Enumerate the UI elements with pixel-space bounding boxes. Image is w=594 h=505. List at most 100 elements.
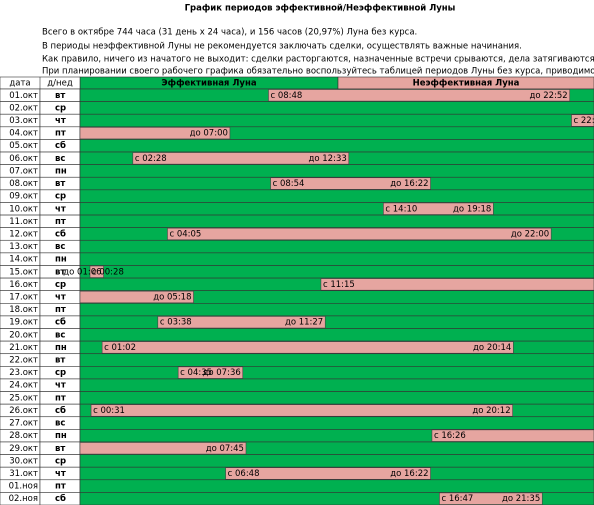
note: В периоды неэффективной Луны не рекоменд… (42, 42, 522, 52)
start-time: с 00:28 (92, 267, 124, 277)
effective-bar (79, 189, 594, 203)
ineffective-bar (383, 202, 494, 215)
note: Всего в октябре 744 часа (31 день х 24 ч… (42, 28, 417, 38)
date: 01.окт (9, 91, 38, 101)
weekday: вт (55, 179, 65, 189)
weekday: чт (55, 204, 66, 214)
weekday: вт (55, 444, 65, 454)
date: 23.окт (9, 368, 38, 378)
ineffective-bar (90, 404, 513, 417)
end-time: до 21:35 (502, 494, 540, 504)
start-time: с 14:10 (385, 204, 417, 214)
note: При планировании своего рабочего графика… (42, 67, 594, 77)
ineffective-bar (79, 290, 194, 304)
start-time: с 16:26 (434, 431, 466, 441)
weekday: пт (55, 482, 66, 492)
ineffective-bar (157, 316, 326, 329)
effective-bar (79, 378, 594, 392)
start-time: с 08:54 (273, 179, 305, 189)
weekday: сб (55, 228, 66, 239)
effective-bar (79, 113, 594, 128)
weekday: вт (55, 356, 65, 366)
ineffective-bar (270, 177, 431, 190)
weekday: пн (55, 255, 67, 265)
date: 21.окт (9, 343, 38, 353)
date: 26.окт (9, 406, 38, 416)
effective-bar (79, 353, 594, 367)
weekday: ср (55, 280, 66, 290)
weekday: пн (55, 166, 67, 176)
ineffective-bar (167, 227, 552, 241)
date: 14.окт (9, 255, 38, 265)
weekday: чт (55, 469, 66, 479)
weekday: вс (55, 419, 65, 429)
effective-label: Эффективная Луна (161, 79, 256, 89)
date: 22.окт (9, 356, 38, 366)
end-time: до 22:00 (511, 229, 549, 239)
date: 27.окт (9, 419, 38, 429)
date: 11.окт (9, 217, 38, 227)
date: 25.окт (9, 393, 38, 403)
effective-bar (79, 328, 594, 342)
end-time: до 05:18 (153, 293, 191, 303)
weekday: чт (55, 381, 66, 391)
date: 03.окт (9, 116, 38, 126)
weekday: вс (55, 154, 65, 164)
date: 17.окт (9, 293, 38, 303)
ineffective-bar (132, 152, 350, 165)
date: 09.окт (9, 192, 38, 202)
weekday: пт (55, 129, 66, 139)
weekday: пн (55, 431, 67, 441)
weekday: пт (55, 305, 66, 315)
weekday: вт (55, 267, 65, 277)
ineffective-bar (177, 366, 244, 379)
weekday: ср (55, 192, 66, 202)
date: 30.окт (9, 456, 38, 466)
ineffective-bar (225, 467, 431, 480)
ineffective-bar (320, 278, 594, 291)
date: 13.окт (9, 242, 38, 252)
weekday: сб (55, 405, 66, 416)
date: 10.окт (9, 204, 38, 214)
effective-bar (79, 252, 594, 266)
ineffective-bar (268, 89, 571, 102)
weekday: пт (55, 393, 66, 403)
end-time: до 07:36 (202, 368, 240, 378)
ineffective-bar (571, 114, 594, 127)
start-time: с 11:15 (323, 280, 355, 290)
start-time: с 16:47 (441, 494, 473, 504)
effective-bar (79, 101, 594, 115)
date: 04.окт (9, 129, 38, 139)
title: График периодов эффективной/Неэффективно… (185, 4, 456, 14)
date: 06.окт (9, 154, 38, 164)
start-time: с 03:38 (160, 318, 192, 328)
date: 05.окт (9, 141, 38, 151)
end-time: до 20:12 (472, 406, 510, 416)
effective-bar (79, 239, 594, 254)
weekday: ср (55, 368, 66, 378)
effective-bar (79, 454, 594, 468)
effective-bar (79, 391, 594, 405)
column-header: д/нед (47, 79, 73, 89)
end-time: до 12:33 (308, 154, 346, 164)
date: 16.окт (9, 280, 38, 290)
ineffective-bar (79, 442, 247, 455)
ineffective-bar (101, 341, 514, 354)
end-time: до 16:22 (390, 179, 428, 189)
start-time: с 06:48 (228, 469, 260, 479)
date: 24.окт (9, 381, 38, 391)
ineffective-label: Неэффективная Луна (413, 79, 520, 89)
date: 01.ноя (9, 482, 38, 492)
start-time: с 08:48 (270, 91, 302, 101)
note: Как правило, ничего из начатого не выход… (42, 55, 594, 65)
effective-bar (79, 265, 594, 279)
column-header: дата (9, 79, 30, 89)
end-time: до 01:06 (63, 267, 101, 277)
effective-bar (79, 315, 594, 329)
start-time: с 02:28 (135, 154, 167, 164)
start-time: с 00:31 (93, 406, 125, 416)
date: 20.окт (9, 330, 38, 340)
date: 15.окт (9, 267, 38, 277)
date: 18.окт (9, 305, 38, 315)
